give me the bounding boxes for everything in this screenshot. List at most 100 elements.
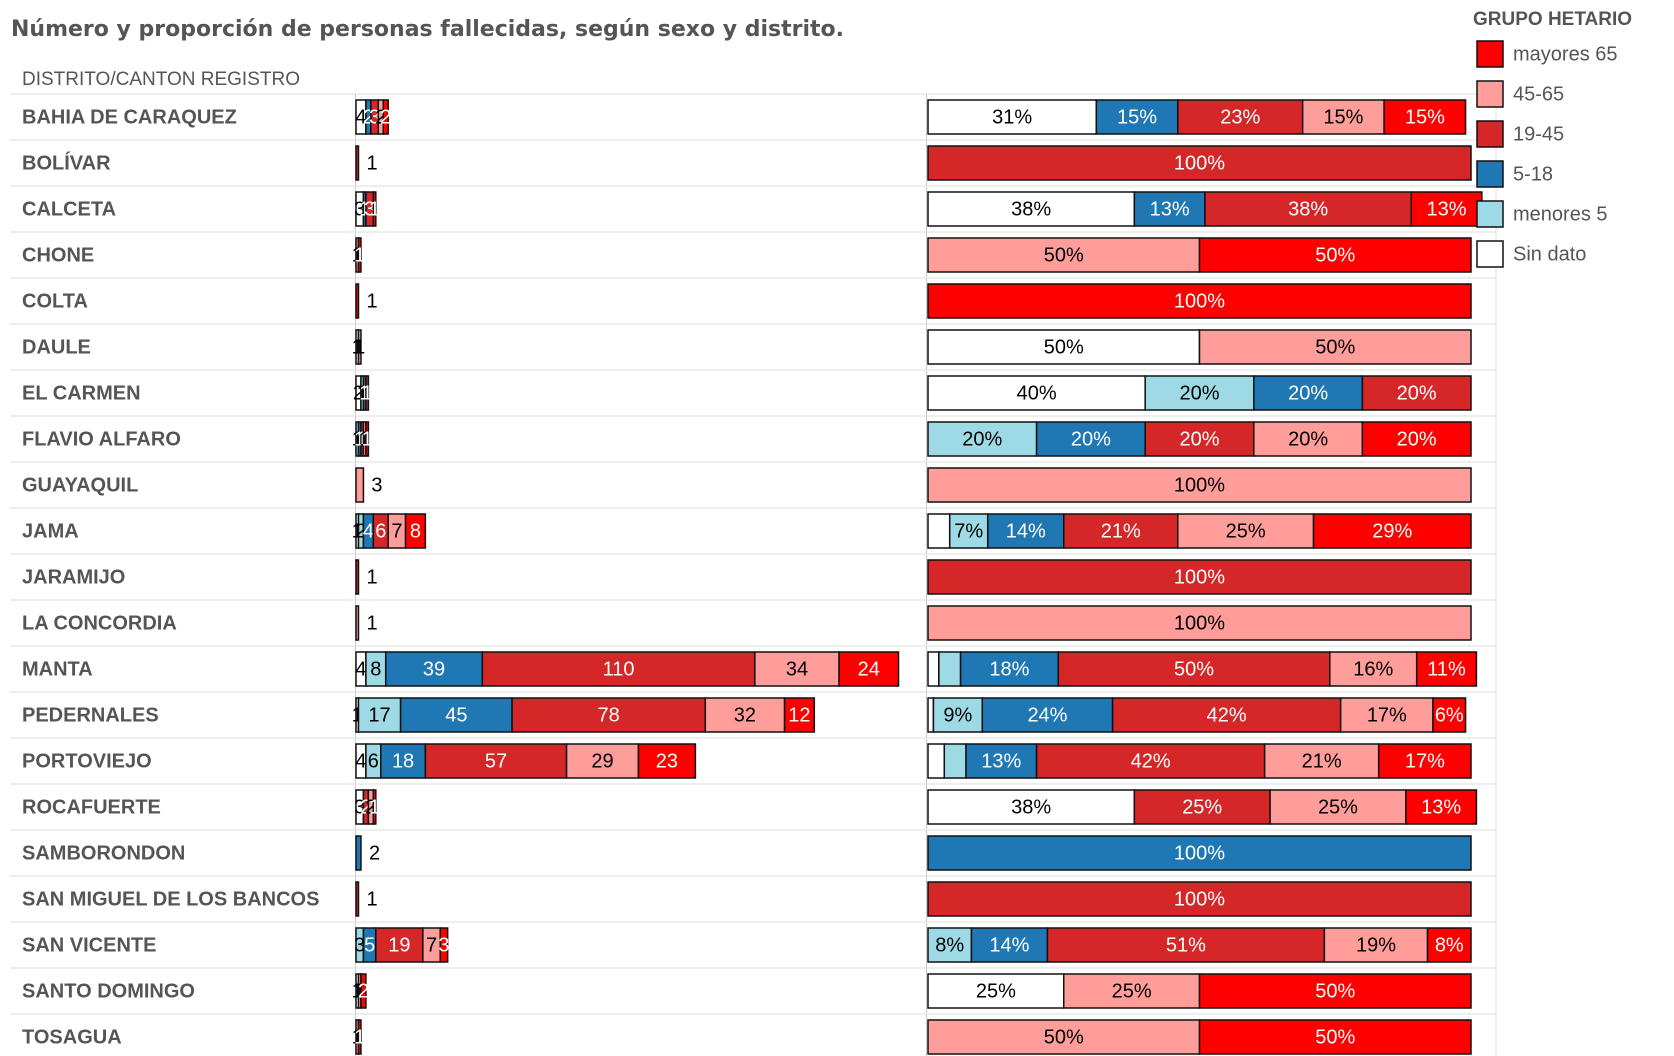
share-bar (1063, 513, 1179, 549)
count-bar (399, 697, 513, 733)
share-bar (1361, 375, 1472, 411)
share-label: 42% (1131, 750, 1171, 772)
share-bar (986, 513, 1065, 549)
share-label: 14% (989, 934, 1029, 956)
share-label: 14% (1006, 520, 1046, 542)
count-label: 4 (355, 106, 366, 128)
row-label: BAHIA DE CARAQUEZ (22, 106, 237, 128)
count-label: 6 (375, 520, 386, 542)
count-label: 1 (352, 336, 363, 358)
row-label: GUAYAQUIL (22, 474, 138, 496)
share-bar (1415, 651, 1478, 687)
share-label: 100% (1174, 474, 1225, 496)
count-label: 17 (368, 704, 390, 726)
count-bar (360, 973, 367, 1009)
count-label: 1 (369, 198, 380, 220)
row-label: JAMA (22, 520, 79, 542)
count-bar (357, 237, 362, 273)
count-label: 23 (656, 750, 678, 772)
share-bar (927, 835, 1472, 871)
count-label: 1 (369, 796, 380, 818)
share-bar (1377, 743, 1472, 779)
share-bar (1198, 329, 1472, 365)
share-bar (927, 559, 1472, 595)
legend-swatch (1476, 160, 1504, 188)
share-label: 50% (1044, 1026, 1084, 1048)
share-label: 25% (1226, 520, 1266, 542)
count-label: 39 (423, 658, 445, 680)
count-label: 1 (366, 152, 377, 174)
count-label: 1 (359, 382, 370, 404)
share-bar (927, 881, 1472, 917)
row-label: JARAMIJO (22, 566, 125, 588)
count-label: 18 (392, 750, 414, 772)
share-bar (965, 743, 1038, 779)
row-label: EL CARMEN (22, 382, 141, 404)
share-bar (927, 329, 1201, 365)
share-label: 100% (1174, 290, 1225, 312)
count-bar (439, 927, 449, 963)
share-label: 17% (1405, 750, 1445, 772)
share-bar (1144, 421, 1255, 457)
count-label: 1 (357, 382, 368, 404)
row-label: CALCETA (22, 198, 116, 220)
count-bar (355, 881, 360, 917)
count-label: 1 (352, 244, 363, 266)
share-bar (1035, 421, 1146, 457)
share-label: 8% (1435, 934, 1464, 956)
share-label: 25% (976, 980, 1016, 1002)
row-label: LA CONCORDIA (22, 612, 177, 634)
count-bar (355, 559, 360, 595)
count-label: 12 (788, 704, 810, 726)
share-label: 20% (1179, 382, 1219, 404)
share-label: 100% (1174, 612, 1225, 634)
row-label: FLAVIO ALFARO (22, 428, 181, 450)
count-label: 1 (359, 428, 370, 450)
legend-swatch (1476, 200, 1504, 228)
share-bar (1198, 973, 1472, 1009)
count-label: 1 (354, 1026, 365, 1048)
count-label: 2 (355, 520, 366, 542)
share-bar (1269, 789, 1407, 825)
share-bar (938, 651, 962, 687)
share-bar (1095, 99, 1179, 135)
share-bar (1204, 191, 1413, 227)
count-label: 110 (603, 658, 635, 680)
share-label: 21% (1101, 520, 1141, 542)
count-label: 32 (734, 704, 756, 726)
count-label: 1 (352, 1026, 363, 1048)
count-label: 8 (370, 658, 381, 680)
count-bar (372, 789, 377, 825)
share-label: 7% (954, 520, 983, 542)
row-label: SAN MIGUEL DE LOS BANCOS (22, 888, 319, 910)
share-bar (970, 927, 1049, 963)
row-label: ROCAFUERTE (22, 796, 161, 818)
legend-label: menores 5 (1513, 203, 1608, 225)
count-label: 3 (364, 198, 375, 220)
share-bar (1263, 743, 1380, 779)
count-label: 2 (365, 796, 376, 818)
count-label: 4 (355, 658, 366, 680)
row-label: CHONE (22, 244, 94, 266)
row-label: DAULE (22, 336, 91, 358)
count-label: 1 (366, 888, 377, 910)
count-label: 1 (354, 980, 365, 1002)
share-bar (927, 99, 1098, 135)
share-label: 42% (1207, 704, 1247, 726)
share-label: 15% (1405, 106, 1445, 128)
share-bar (1405, 789, 1478, 825)
share-bar (1057, 651, 1331, 687)
share-label: 31% (992, 106, 1032, 128)
share-label: 50% (1315, 244, 1355, 266)
share-label: 100% (1174, 152, 1225, 174)
row-label: PEDERNALES (22, 704, 159, 726)
share-label: 11% (1427, 658, 1466, 680)
legend-title: GRUPO HETARIO (1473, 9, 1632, 30)
count-label: 1 (354, 244, 365, 266)
share-label: 9% (943, 704, 972, 726)
share-label: 21% (1302, 750, 1342, 772)
count-label: 2 (380, 106, 391, 128)
share-label: 13% (1150, 198, 1190, 220)
count-bar (355, 283, 360, 319)
